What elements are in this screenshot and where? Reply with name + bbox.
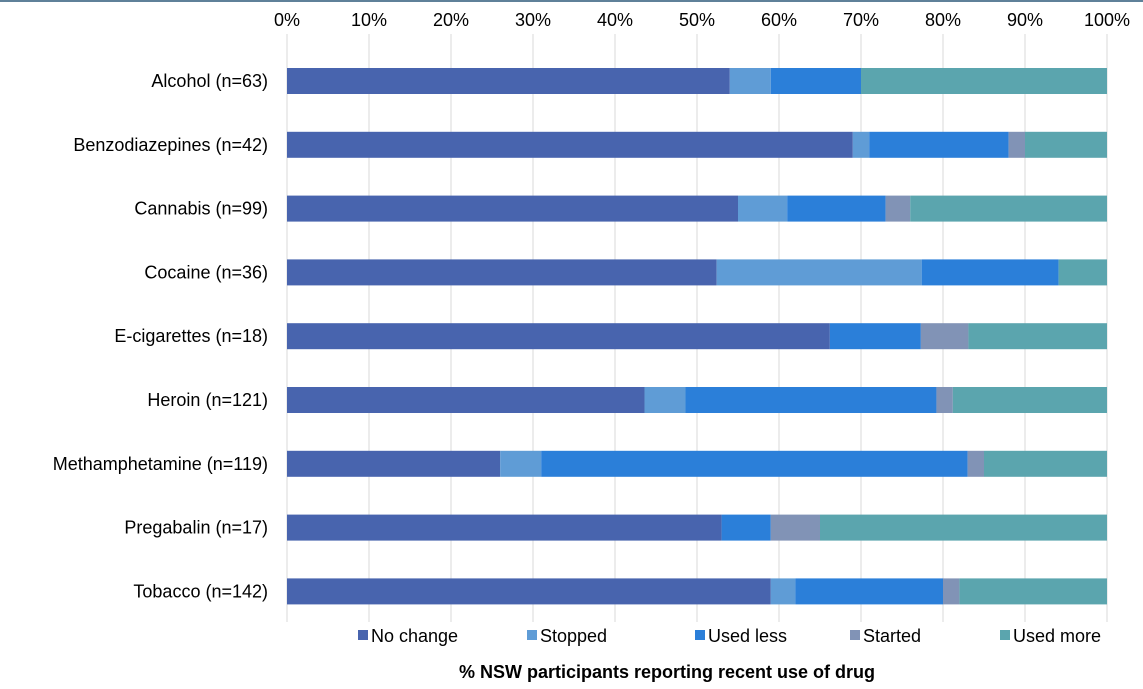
bar-stopped-methamphetamine: [500, 450, 542, 477]
bar-no-change-heroin: [287, 387, 645, 413]
bar-stopped-alcohol: [729, 68, 771, 94]
bar-used-less-heroin: [685, 387, 937, 413]
bars: [287, 68, 1107, 605]
x-tick-label: 40%: [597, 10, 633, 30]
bar-no-change-cocaine: [287, 259, 717, 286]
bar-used-more-alcohol: [861, 68, 1107, 94]
category-labels: Alcohol (n=63) Benzodiazepines (n=42) Cann…: [53, 71, 268, 601]
bar-no-change-benzodiazepines: [287, 131, 853, 158]
bar-used-more-cannabis: [910, 195, 1107, 222]
category-label: Alcohol (n=63): [151, 71, 268, 91]
category-label: Pregabalin (n=17): [124, 518, 268, 538]
bar-used-less-e-cigarettes: [829, 323, 921, 350]
bar-stopped-cocaine: [716, 259, 922, 286]
bar-used-less-tobacco: [795, 578, 943, 605]
category-label: E-cigarettes (n=18): [114, 326, 268, 346]
bar-started-cannabis: [885, 195, 911, 222]
bar-used-more-tobacco: [959, 578, 1107, 605]
legend-swatch-no-change: [358, 630, 368, 640]
bar-used-more-heroin: [952, 387, 1107, 413]
bar-used-less-benzodiazepines: [869, 131, 1009, 158]
bar-used-less-cocaine: [921, 259, 1059, 286]
bar-used-more-e-cigarettes: [968, 323, 1107, 350]
bar-stopped-benzodiazepines: [852, 131, 870, 158]
x-tick-label: 60%: [761, 10, 797, 30]
legend-label: No change: [371, 626, 458, 646]
x-tick-label: 70%: [843, 10, 879, 30]
x-tick-label: 20%: [433, 10, 469, 30]
bar-started-e-cigarettes: [920, 323, 969, 350]
bar-started-methamphetamine: [967, 450, 984, 477]
bar-used-more-methamphetamine: [984, 450, 1107, 477]
x-tick-label: 100%: [1084, 10, 1130, 30]
legend-label: Used less: [708, 626, 787, 646]
bar-no-change-cannabis: [287, 195, 738, 222]
bar-used-less-pregabalin: [721, 514, 771, 541]
bar-used-less-cannabis: [787, 195, 886, 222]
legend-label: Stopped: [540, 626, 607, 646]
x-tick-label: 30%: [515, 10, 551, 30]
bar-no-change-alcohol: [287, 68, 730, 94]
category-label: Tobacco (n=142): [133, 581, 268, 601]
x-tick-label: 0%: [274, 10, 300, 30]
x-tick-label: 80%: [925, 10, 961, 30]
legend-swatch-stopped: [527, 630, 537, 640]
legend-label: Started: [863, 626, 921, 646]
x-axis-ticks: 0% 10% 20% 30% 40% 50% 60% 70% 80% 90% 100%: [274, 10, 1130, 30]
bar-used-more-cocaine: [1058, 259, 1107, 286]
bar-no-change-pregabalin: [287, 514, 722, 541]
category-label: Benzodiazepines (n=42): [73, 135, 268, 155]
legend-swatch-used-less: [695, 630, 705, 640]
x-tick-label: 10%: [351, 10, 387, 30]
bar-stopped-cannabis: [738, 195, 788, 222]
bar-stopped-heroin: [644, 387, 686, 413]
category-label: Cocaine (n=36): [144, 262, 268, 282]
legend-swatch-used-more: [1000, 630, 1010, 640]
bar-used-more-pregabalin: [820, 514, 1107, 541]
bar-no-change-methamphetamine: [287, 450, 501, 477]
category-label: Cannabis (n=99): [134, 199, 268, 219]
bar-stopped-tobacco: [770, 578, 796, 605]
bar-started-pregabalin: [770, 514, 820, 541]
bar-used-more-benzodiazepines: [1025, 131, 1107, 158]
bar-started-tobacco: [943, 578, 960, 605]
bar-used-less-methamphetamine: [541, 450, 968, 477]
legend-label: Used more: [1013, 626, 1101, 646]
x-tick-label: 90%: [1007, 10, 1043, 30]
bar-no-change-tobacco: [287, 578, 771, 605]
legend-swatch-started: [850, 630, 860, 640]
bar-no-change-e-cigarettes: [287, 323, 830, 350]
category-label: Methamphetamine (n=119): [53, 454, 268, 474]
x-axis-title: % NSW participants reporting recent use …: [459, 662, 875, 682]
legend: No change Stopped Used less Started Used mor…: [358, 626, 1101, 646]
x-tick-label: 50%: [679, 10, 715, 30]
category-label: Heroin (n=121): [147, 390, 268, 410]
bar-started-heroin: [936, 387, 953, 413]
bar-used-less-alcohol: [770, 68, 861, 94]
bar-started-benzodiazepines: [1008, 131, 1025, 158]
